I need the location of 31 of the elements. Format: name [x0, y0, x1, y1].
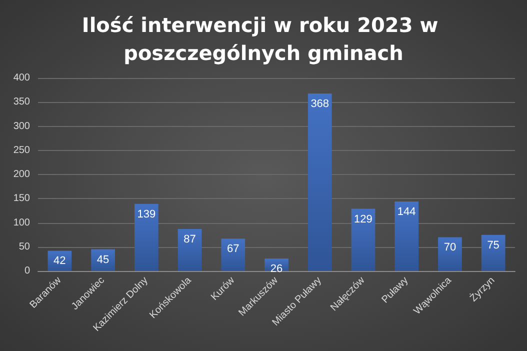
data-label: 45 — [96, 254, 110, 266]
bar — [394, 202, 419, 271]
y-tick-label: 0 — [24, 266, 30, 276]
y-tick-label: 50 — [18, 241, 30, 252]
y-tick-label: 250 — [13, 144, 30, 156]
bar — [221, 238, 246, 271]
data-label: 75 — [487, 239, 500, 252]
y-tick-label: 400 — [13, 72, 30, 84]
data-label: 42 — [54, 255, 66, 268]
y-tick-label: 200 — [13, 169, 30, 180]
y-tick-label: 150 — [13, 193, 30, 204]
data-label: 129 — [354, 213, 372, 226]
y-tick-label: 100 — [13, 217, 30, 228]
bar — [48, 250, 72, 271]
bar — [351, 208, 376, 271]
data-label: 67 — [227, 243, 240, 256]
bar — [178, 229, 202, 271]
bar — [308, 93, 332, 271]
bar — [134, 204, 158, 271]
y-tick-label: 350 — [13, 96, 30, 108]
data-label: 87 — [184, 234, 196, 246]
bar — [91, 249, 115, 271]
data-label: 144 — [397, 206, 416, 218]
data-label: 70 — [444, 242, 456, 254]
bar — [438, 237, 462, 271]
y-tick-label: 300 — [13, 120, 30, 132]
bar — [481, 234, 506, 271]
data-label: 368 — [310, 98, 330, 110]
data-label: 26 — [270, 262, 283, 275]
data-label: 139 — [137, 208, 156, 220]
chart-title: Ilość interwencji w roku 2023 w poszczególnych gminach — [82, 13, 446, 65]
